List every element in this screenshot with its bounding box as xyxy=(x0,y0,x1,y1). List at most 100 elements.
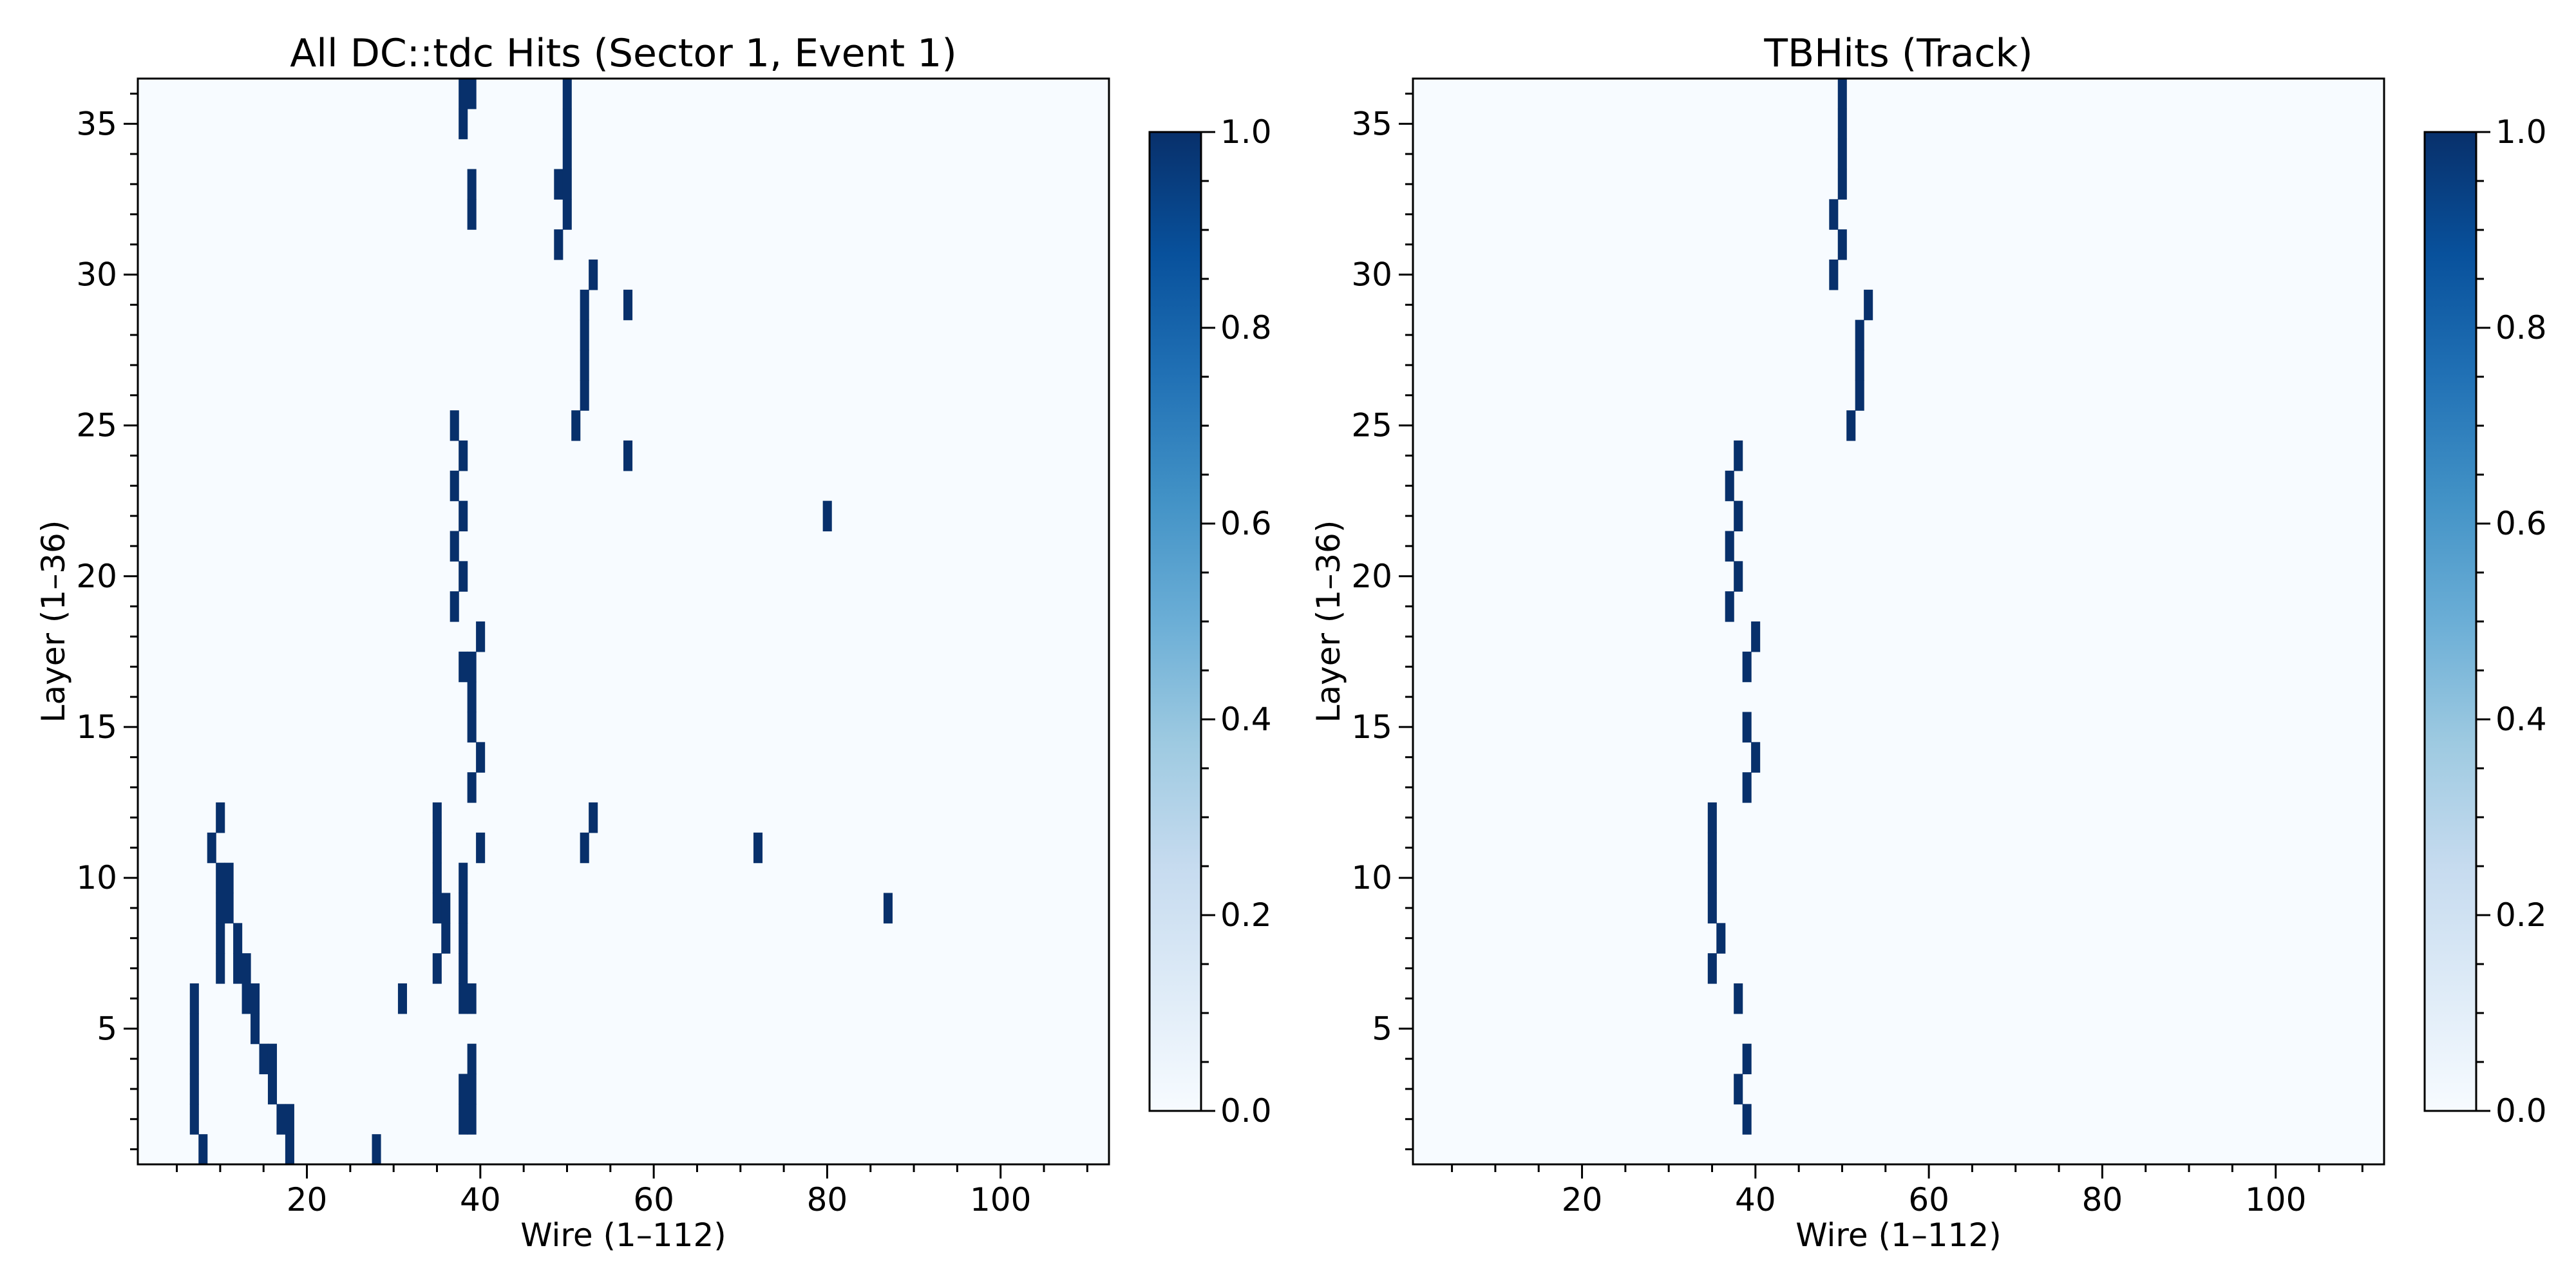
colorbar-tick-label: 0.0 xyxy=(2496,1092,2547,1130)
hit-cell xyxy=(822,500,832,532)
hit-cell xyxy=(459,500,468,532)
plot-area xyxy=(138,79,1109,1164)
chart-title: TBHits (Track) xyxy=(1763,31,2032,76)
y-tick-label: 10 xyxy=(76,859,117,896)
plot-frame xyxy=(137,77,1110,1166)
hit-cell xyxy=(1742,712,1752,743)
hit-cell xyxy=(623,289,633,321)
hit-cell xyxy=(1734,1074,1743,1104)
hit-cell xyxy=(562,79,572,109)
colorbar-tick-label: 0.4 xyxy=(2496,701,2547,738)
hit-cell xyxy=(1742,1104,1752,1135)
colorbar-tick-label: 0.8 xyxy=(2496,309,2547,346)
hit-cell xyxy=(450,470,459,502)
hit-cell xyxy=(242,953,251,984)
hit-cell xyxy=(1864,289,1873,321)
colorbar-tick-label: 0.4 xyxy=(1220,701,1272,738)
hit-cell xyxy=(224,862,234,894)
colorbar-tick-label: 0.2 xyxy=(1220,896,1272,934)
x-tick-label: 40 xyxy=(460,1181,501,1218)
hit-cell xyxy=(1734,500,1743,532)
colorbar-ticks: 0.0 0.2 0.4 0.6 0.8 1.0 xyxy=(1201,113,1272,1130)
y-tick-label: 25 xyxy=(76,407,117,444)
x-tick-label: 100 xyxy=(970,1181,1031,1218)
x-axis-label: Wire (1–112) xyxy=(520,1217,726,1254)
colorbar-tick-label: 1.0 xyxy=(2496,113,2547,151)
hit-cell xyxy=(459,108,468,140)
hit-cell xyxy=(372,1134,381,1165)
y-tick-label: 5 xyxy=(1372,1010,1392,1047)
hit-cell xyxy=(1716,923,1726,954)
hit-cell xyxy=(1725,531,1734,562)
hit-cell xyxy=(459,440,468,471)
hit-cell xyxy=(1837,138,1847,170)
hit-cell xyxy=(467,79,477,109)
x-tick-label: 80 xyxy=(807,1181,848,1218)
hit-cell xyxy=(441,923,451,954)
hit-cell xyxy=(233,953,243,984)
y-axis-ticks: 5 10 15 20 25 30 35 xyxy=(76,92,138,1151)
colorbar xyxy=(2423,131,2477,1112)
hit-cell xyxy=(1707,893,1717,923)
hit-cell xyxy=(580,350,589,381)
hit-cell xyxy=(562,169,572,200)
hit-cell xyxy=(476,742,486,773)
y-axis-label: Layer (1–36) xyxy=(1310,520,1347,723)
hit-cell xyxy=(467,681,477,713)
hit-cell xyxy=(1725,591,1734,622)
hit-cell xyxy=(216,862,225,894)
hit-cell xyxy=(459,1104,468,1135)
hit-cell xyxy=(1734,983,1743,1014)
hit-cell xyxy=(1742,1043,1752,1075)
y-tick-label: 20 xyxy=(1351,558,1392,595)
y-tick-label: 20 xyxy=(76,558,117,595)
colorbar-tick-label: 1.0 xyxy=(1220,113,1272,151)
colorbar-tick-label: 0.6 xyxy=(1220,505,1272,542)
hit-cell xyxy=(580,319,589,351)
hit-cell xyxy=(1846,410,1856,441)
hit-cell xyxy=(1707,802,1717,833)
hit-cell xyxy=(571,410,581,441)
hit-cell xyxy=(1837,229,1847,260)
hit-cell xyxy=(467,983,477,1014)
y-axis-label: Layer (1–36) xyxy=(35,520,72,723)
hit-cell xyxy=(267,1043,278,1075)
hit-cell xyxy=(1829,199,1839,230)
hit-cell xyxy=(623,440,633,471)
hit-cell xyxy=(883,893,893,923)
hit-cell xyxy=(467,712,477,743)
hit-cell xyxy=(459,79,468,109)
hit-cell xyxy=(251,983,260,1014)
x-tick-label: 60 xyxy=(1908,1181,1949,1218)
hit-cell xyxy=(753,832,763,864)
hit-cell xyxy=(467,651,477,683)
hit-cell xyxy=(459,983,468,1014)
hit-cell xyxy=(216,802,225,833)
hit-cell xyxy=(189,983,199,1014)
hit-cell xyxy=(216,953,225,984)
hit-cell xyxy=(242,983,251,1014)
hit-cell xyxy=(432,832,442,864)
y-tick-label: 35 xyxy=(76,105,117,142)
hit-cell xyxy=(459,893,468,923)
hit-cell xyxy=(432,802,442,833)
hit-cell xyxy=(562,108,572,140)
hit-cell xyxy=(189,1013,199,1045)
hit-cell xyxy=(432,862,442,894)
hit-cell xyxy=(450,531,459,562)
hit-cell xyxy=(459,923,468,954)
hit-cell xyxy=(476,621,486,652)
hit-cell xyxy=(233,923,243,954)
hit-cell xyxy=(251,1013,260,1045)
hit-cell xyxy=(1734,440,1743,471)
x-tick-label: 20 xyxy=(1562,1181,1603,1218)
colorbar-ticks: 0.0 0.2 0.4 0.6 0.8 1.0 xyxy=(2476,113,2547,1130)
x-tick-label: 40 xyxy=(1735,1181,1776,1218)
hit-cell xyxy=(216,923,225,954)
hit-cell xyxy=(432,893,442,923)
hit-cell xyxy=(476,832,486,864)
hit-cell xyxy=(554,229,564,260)
hit-cells xyxy=(189,79,893,1165)
hit-cell xyxy=(224,893,234,923)
y-tick-label: 35 xyxy=(1351,105,1392,142)
